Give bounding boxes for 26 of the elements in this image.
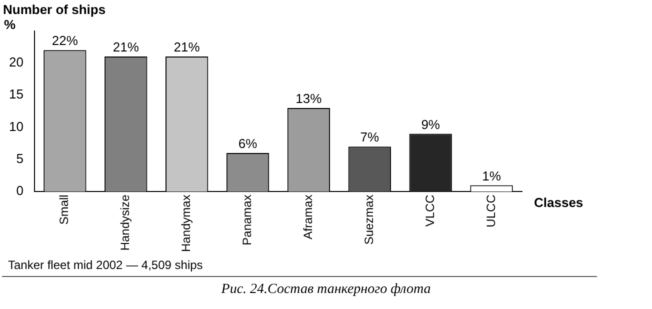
x-tick-label: Panamax	[240, 194, 254, 246]
x-axis-title: Classes	[534, 195, 584, 210]
data-label: 7%	[360, 130, 380, 145]
y-tick-label: 5	[16, 151, 24, 166]
x-tick-label: VLCC	[422, 194, 437, 227]
data-label: 9%	[421, 116, 440, 132]
y-tick-label: 15	[8, 86, 24, 102]
data-label: 22%	[52, 33, 78, 48]
y-tick-label: 10	[8, 118, 24, 134]
text: Tanker fleet mid 2002 — 4,509 ships	[8, 258, 203, 272]
y-axis-title: %	[4, 17, 16, 32]
y-tick-label: 0	[16, 183, 24, 198]
data-label: 13%	[296, 91, 322, 106]
data-label: 6%	[238, 136, 258, 152]
y-tick-label: 20	[8, 54, 24, 70]
data-label: 1%	[482, 168, 502, 184]
x-tick-label: Suezmax	[362, 194, 376, 245]
data-label: 21%	[174, 40, 200, 55]
x-tick-label: Aframax	[301, 194, 316, 240]
text: Рис. 24.Состав танкерного флота	[220, 282, 432, 298]
x-tick-label: Handymax	[179, 194, 194, 252]
data-label: 21%	[112, 40, 140, 55]
chart-title: Number of ships	[3, 2, 106, 17]
x-tick-label: Small	[57, 194, 72, 225]
x-tick-label: ULCC	[484, 194, 498, 228]
x-tick-label: Handysize	[118, 194, 132, 251]
